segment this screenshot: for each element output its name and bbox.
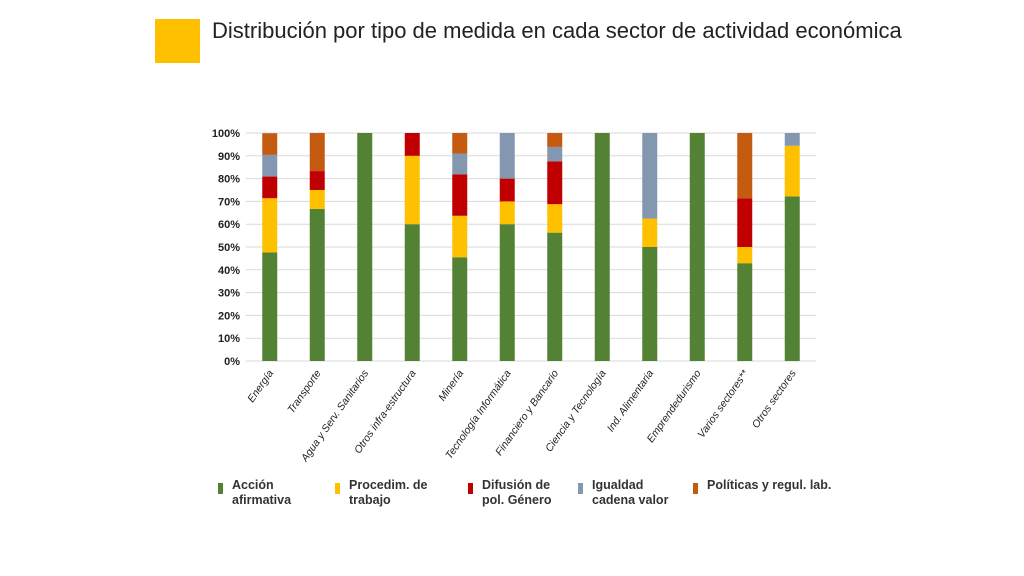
y-tick-label: 80%: [218, 174, 240, 186]
bar-segment: [784, 145, 800, 197]
x-tick-label: Ind. Alimentaria: [605, 368, 657, 434]
legend-label-line: Procedim. de: [349, 478, 428, 492]
legend-label: Políticas y regul. lab.: [707, 478, 857, 493]
y-tick-label: 20%: [218, 310, 240, 322]
bar-segment: [737, 198, 753, 247]
legend-label: Acción afirmativa: [232, 478, 342, 508]
bar-segment: [547, 232, 563, 361]
y-tick-label: 90%: [218, 151, 240, 163]
bar-segment: [262, 252, 278, 361]
bar-segment: [547, 133, 563, 147]
title-accent-square: [155, 19, 200, 63]
y-tick-label: 0%: [224, 356, 240, 368]
legend-label: Igualdad cadena valor: [592, 478, 702, 508]
bar-segment: [689, 133, 705, 361]
bar-segment: [262, 154, 278, 177]
y-tick-label: 60%: [218, 219, 240, 231]
y-tick-label: 70%: [218, 196, 240, 208]
bar-segment: [262, 133, 278, 155]
bar-segment: [737, 133, 753, 199]
bar-segment: [737, 247, 753, 264]
legend-label: Procedim. de trabajo: [349, 478, 459, 508]
x-tick-label: Varios sectores**: [695, 367, 751, 440]
bar-segment: [309, 133, 325, 172]
bar-segment: [499, 133, 515, 179]
legend-swatch: [335, 483, 340, 494]
bar-segment: [452, 257, 468, 361]
bar-segment: [594, 133, 610, 361]
y-tick-label: 30%: [218, 288, 240, 300]
bar-segment: [357, 133, 373, 361]
legend-label-line: Igualdad: [592, 478, 644, 492]
legend-label-line: Políticas y regul. lab.: [707, 478, 832, 492]
bar-segment: [404, 133, 420, 156]
bar-segment: [309, 171, 325, 190]
y-tick-label: 10%: [218, 333, 240, 345]
legend-label-line: pol. Género: [482, 493, 552, 507]
y-tick-label: 40%: [218, 265, 240, 277]
bar-segment: [452, 153, 468, 175]
legend-label-line: Acción: [232, 478, 274, 492]
bar-segment: [784, 133, 800, 146]
bar-segment: [642, 247, 658, 361]
bar-segment: [499, 178, 515, 202]
legend-swatch: [578, 483, 583, 494]
bar-segment: [642, 218, 658, 247]
slide-title: Distribución por tipo de medida en cada …: [212, 18, 902, 43]
bar-segment: [499, 201, 515, 225]
bar-segment: [547, 204, 563, 233]
legend-swatch: [693, 483, 698, 494]
x-tick-label: Minería: [436, 368, 466, 404]
bar-segment: [547, 161, 563, 205]
bar-segment: [404, 155, 420, 225]
bar-segment: [452, 215, 468, 258]
bar-segment: [452, 133, 468, 154]
legend-label-line: trabajo: [349, 493, 391, 507]
legend-label-line: cadena valor: [592, 493, 669, 507]
bar-segment: [404, 224, 420, 361]
bar-segment: [547, 146, 563, 162]
bar-segment: [784, 196, 800, 361]
bar-segment: [262, 176, 278, 199]
bar-segment: [499, 224, 515, 361]
legend-label-line: Difusión de: [482, 478, 551, 492]
legend-swatch: [468, 483, 473, 494]
x-tick-label: Transporte: [285, 368, 324, 416]
x-tick-label: Energía: [245, 368, 276, 405]
legend-label: Difusión de pol. Género: [482, 478, 592, 508]
legend-label-line: afirmativa: [232, 493, 292, 507]
bar-segment: [737, 263, 753, 361]
bar-segment: [642, 133, 658, 219]
bar-segment: [309, 208, 325, 361]
bar-segment: [452, 174, 468, 216]
x-tick-label: Otros sectores: [750, 367, 799, 430]
y-tick-label: 50%: [218, 242, 240, 254]
legend-swatch: [218, 483, 223, 494]
bar-segment: [309, 190, 325, 209]
bar-segment: [262, 198, 278, 253]
y-tick-label: 100%: [212, 128, 240, 140]
